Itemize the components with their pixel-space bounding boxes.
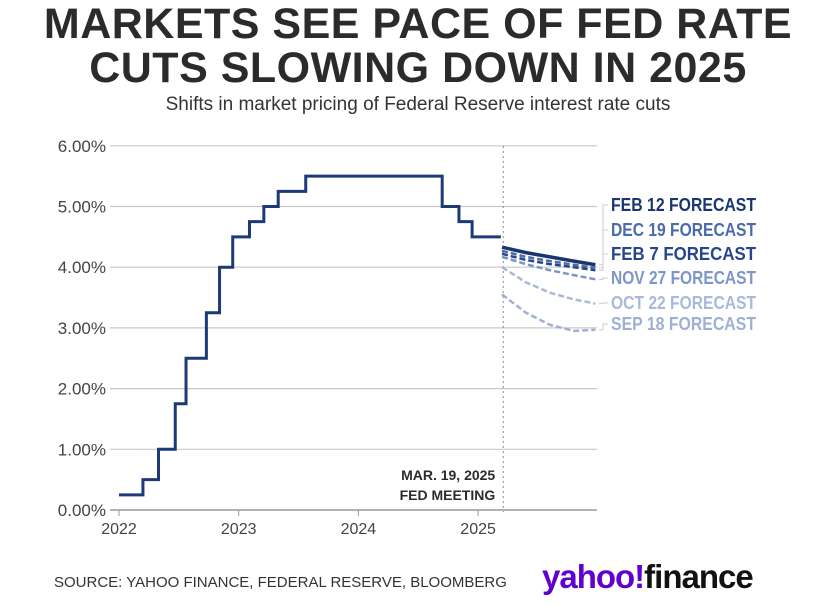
forecast-line-oct-22-forecast (501, 266, 596, 305)
legend-connector (599, 277, 608, 280)
title-line-1: MARKETS SEE PACE OF FED RATE (43, 0, 793, 48)
y-tick-label: 6.00% (58, 137, 106, 156)
annotation-line-1: MAR. 19, 2025 (401, 467, 495, 483)
y-tick-label: 1.00% (58, 440, 106, 459)
yahoo-finance-logo: yahoo!finance (542, 558, 754, 595)
legend-connector (599, 253, 608, 271)
legend-label: FEB 7 FORECAST (611, 244, 756, 264)
forecast-line-feb-12-forecast (501, 245, 596, 267)
source-note: SOURCE: YAHOO FINANCE, FEDERAL RESERVE, … (54, 574, 507, 591)
fed-rate-line (119, 174, 501, 497)
x-tick-label: 2023 (221, 521, 257, 538)
legend-label: DEC 19 FORECAST (611, 220, 756, 240)
legend-label: OCT 22 FORECAST (611, 293, 756, 313)
forecast-line-sep-18-forecast (501, 293, 596, 333)
forecast-line-nov-27-forecast (501, 255, 596, 281)
y-tick-label: 0.00% (58, 501, 106, 520)
chart-subtitle: Shifts in market pricing of Federal Rese… (165, 94, 671, 115)
y-tick-label: 3.00% (58, 319, 106, 338)
legend-connector (599, 302, 608, 305)
y-tick-label: 2.00% (58, 380, 106, 399)
legend-connector (599, 229, 608, 269)
x-tick-label: 2025 (460, 521, 496, 538)
legend-connector (599, 323, 608, 331)
legend-label: FEB 12 FORECAST (611, 195, 756, 215)
legend-label: NOV 27 FORECAST (611, 268, 756, 288)
y-tick-label: 5.00% (58, 198, 106, 217)
forecast-line-feb-7-forecast (501, 252, 596, 272)
legend-label: SEP 18 FORECAST (611, 314, 756, 334)
annotation-line-2: FED MEETING (400, 487, 496, 503)
chart-title: MARKETS SEE PACE OF FED RATE CUTS SLOWIN… (0, 2, 836, 90)
y-tick-label: 4.00% (58, 258, 106, 277)
x-tick-label: 2024 (341, 521, 377, 538)
title-line-2: CUTS SLOWING DOWN IN 2025 (89, 44, 747, 92)
forecast-line-dec-19-forecast (501, 249, 596, 270)
x-tick-label: 2022 (101, 521, 137, 538)
